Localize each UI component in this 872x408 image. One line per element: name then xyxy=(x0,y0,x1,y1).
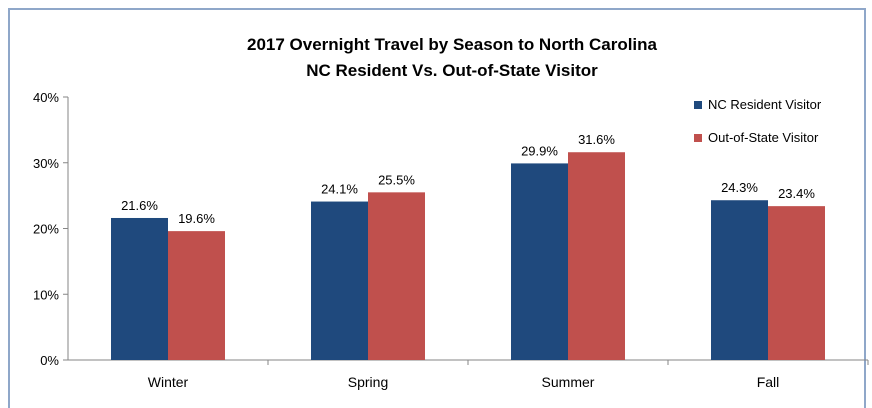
y-tick-label: 30% xyxy=(33,156,59,171)
bars: 21.6% 19.6% 24.1% 25.5% 29.9% 31.6% 24.3% 23.4% xyxy=(111,132,825,360)
bar xyxy=(311,201,368,360)
data-label: 23.4% xyxy=(778,186,815,201)
y-tick-label: 10% xyxy=(33,287,59,302)
x-tick-label: Winter xyxy=(148,374,189,390)
bar xyxy=(768,206,825,360)
data-label: 21.6% xyxy=(121,198,158,213)
x-tick-label: Fall xyxy=(757,374,780,390)
y-tick-label: 20% xyxy=(33,222,59,237)
x-tick-label: Spring xyxy=(348,374,388,390)
data-label: 25.5% xyxy=(378,172,415,187)
chart-title: 2017 Overnight Travel by Season to North… xyxy=(247,35,658,54)
y-tick-label: 40% xyxy=(33,90,59,105)
bar xyxy=(368,192,425,360)
data-label: 31.6% xyxy=(578,132,615,147)
data-label: 24.3% xyxy=(721,180,758,195)
legend-label: NC Resident Visitor xyxy=(708,97,822,112)
legend-label: Out-of-State Visitor xyxy=(708,130,819,145)
legend: NC Resident Visitor Out-of-State Visitor xyxy=(694,97,822,145)
bar xyxy=(111,217,168,360)
bar xyxy=(168,231,225,360)
bar xyxy=(568,152,625,360)
y-tick-label: 0% xyxy=(40,353,59,368)
data-label: 24.1% xyxy=(321,182,358,197)
chart-subtitle: NC Resident Vs. Out-of-State Visitor xyxy=(306,61,598,80)
data-label: 29.9% xyxy=(521,143,558,158)
x-tick-label: Summer xyxy=(542,374,595,390)
chart-frame xyxy=(8,8,866,408)
bar xyxy=(711,200,768,360)
data-label: 19.6% xyxy=(178,211,215,226)
legend-swatch xyxy=(694,101,702,109)
bar xyxy=(511,163,568,360)
legend-swatch xyxy=(694,134,702,142)
